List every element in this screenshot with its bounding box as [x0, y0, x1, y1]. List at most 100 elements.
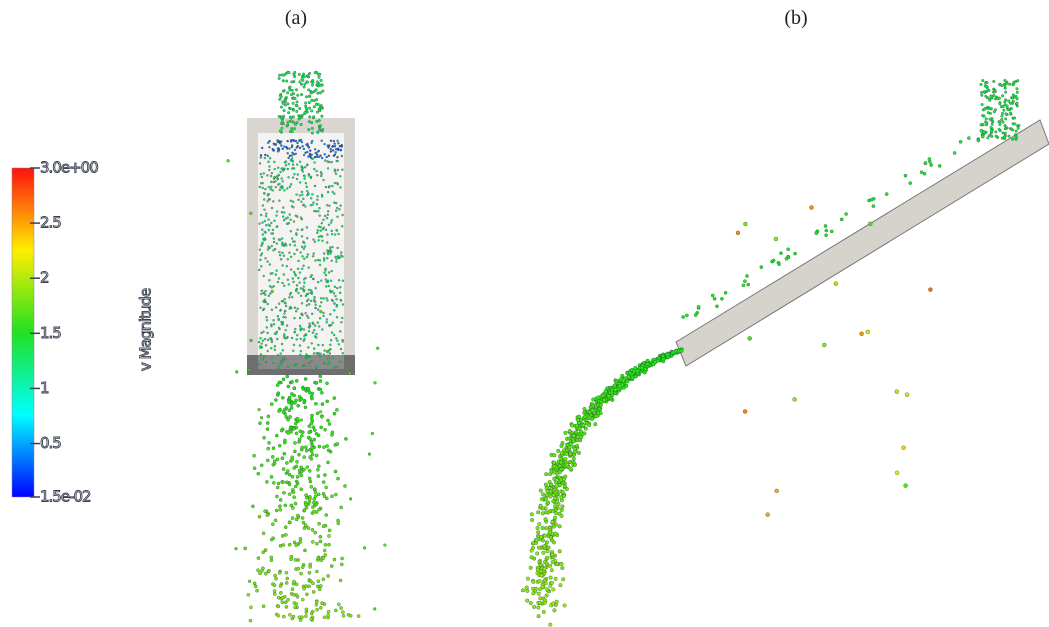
particle: [295, 289, 297, 291]
particle: [774, 237, 778, 241]
particle: [303, 265, 305, 267]
particle: [259, 259, 261, 261]
particle: [263, 199, 265, 201]
particle: [269, 157, 271, 159]
particle: [284, 298, 286, 300]
particle: [330, 140, 332, 142]
particle: [271, 339, 273, 341]
particle: [284, 504, 287, 507]
particle: [294, 307, 296, 309]
particle: [294, 149, 296, 151]
particle: [278, 77, 281, 80]
particle: [279, 591, 282, 594]
particle: [563, 484, 567, 488]
tick-label: 1.5: [40, 324, 61, 342]
particle: [904, 484, 908, 488]
particle: [341, 144, 343, 146]
particle: [244, 547, 247, 550]
particle: [544, 497, 548, 501]
particle: [285, 461, 288, 464]
particle: [904, 174, 907, 177]
particle: [319, 259, 321, 261]
particle: [261, 567, 264, 570]
particle: [317, 92, 320, 95]
particle: [314, 325, 316, 327]
particle: [541, 539, 545, 543]
particle: [263, 436, 266, 439]
particle: [273, 323, 275, 325]
particle: [1018, 124, 1021, 127]
particle: [291, 617, 294, 620]
particle: [541, 585, 545, 589]
particle: [1014, 133, 1017, 136]
particle: [304, 246, 306, 248]
particle: [535, 539, 539, 543]
particle: [314, 71, 317, 74]
particle: [553, 609, 557, 613]
particle: [258, 515, 261, 518]
particle: [291, 89, 294, 92]
particle: [555, 600, 559, 604]
particle: [310, 440, 313, 443]
particle: [310, 617, 313, 620]
particle: [275, 180, 277, 182]
particle: [310, 612, 313, 615]
particle: [303, 401, 306, 404]
particle: [634, 375, 638, 379]
particle: [327, 145, 329, 147]
particle: [289, 294, 291, 296]
particle: [825, 229, 828, 232]
particle: [285, 472, 288, 475]
particle: [273, 161, 275, 163]
particle: [591, 403, 595, 407]
particle: [1016, 102, 1019, 105]
particle: [529, 601, 533, 605]
particle: [563, 604, 567, 608]
particle: [293, 441, 296, 444]
particle: [268, 229, 270, 231]
particle: [300, 93, 303, 96]
particle: [308, 425, 311, 428]
particle: [319, 92, 322, 95]
particle: [282, 168, 284, 170]
particle: [328, 422, 331, 425]
particle: [323, 257, 325, 259]
particle: [308, 469, 311, 472]
particle: [285, 329, 287, 331]
particle: [646, 362, 650, 366]
particle: [561, 505, 565, 509]
particle: [299, 345, 301, 347]
particle: [989, 99, 992, 102]
particle: [544, 511, 548, 515]
particle: [323, 312, 325, 314]
particle: [292, 102, 295, 105]
particle: [300, 470, 303, 473]
particle: [259, 186, 261, 188]
particle: [342, 280, 344, 282]
particle: [697, 305, 700, 308]
particle: [282, 90, 285, 93]
particle: [560, 508, 564, 512]
particle: [336, 340, 338, 342]
particle: [340, 348, 342, 350]
particle: [530, 513, 534, 517]
particle: [318, 76, 321, 79]
particle: [269, 140, 271, 142]
particle: [296, 284, 298, 286]
particle: [296, 121, 299, 124]
particle: [331, 260, 333, 262]
particle: [301, 246, 303, 248]
particle: [275, 306, 277, 308]
particle: [532, 580, 536, 584]
particle: [295, 275, 297, 277]
particle: [296, 164, 298, 166]
particle: [283, 255, 285, 257]
particle: [300, 83, 303, 86]
particle: [338, 233, 340, 235]
particle: [825, 234, 828, 237]
particle: [251, 505, 254, 508]
particle: [902, 446, 906, 450]
particle: [323, 227, 325, 229]
particle: [277, 175, 279, 177]
particle: [525, 586, 529, 590]
